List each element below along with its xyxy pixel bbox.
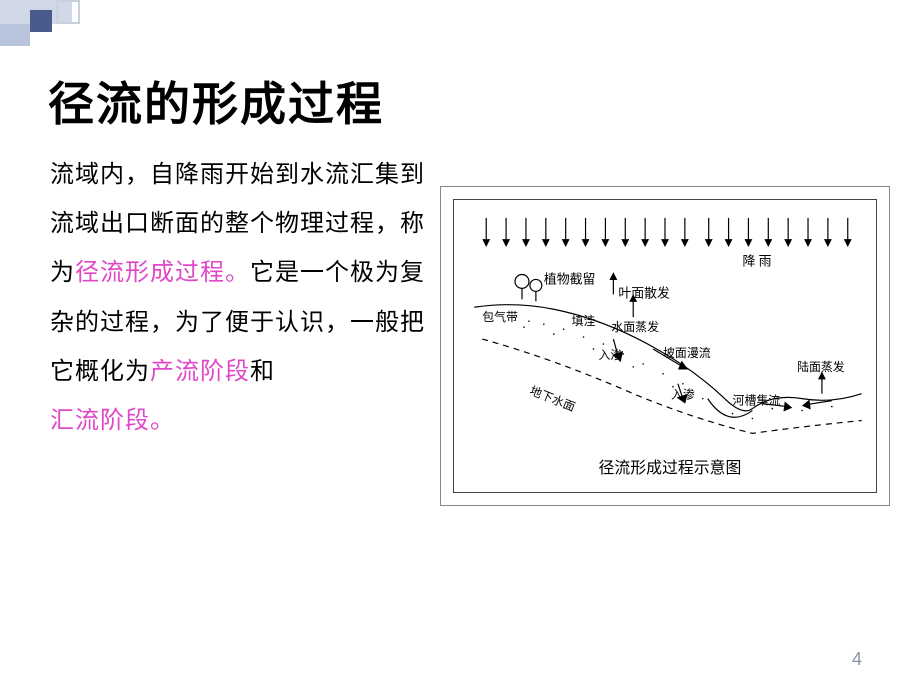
highlight-3: 汇流阶段。 <box>50 407 175 434</box>
deco-box-3 <box>56 0 80 24</box>
rainfall-label: 降 雨 <box>742 254 771 269</box>
infiltrate1-label: 入渗 <box>598 348 622 362</box>
body-paragraph: 流域内，自降雨开始到水流汇集到流域出口断面的整个物理过程，称为径流形成过程。它是… <box>50 150 430 445</box>
body-text-3: 和 <box>250 358 275 385</box>
slope-flow-label: 坡面漫流 <box>663 346 711 360</box>
diagram-labels: 降 雨 植物截留 叶面散发 包气带 填洼 水面蒸发 入渗 坡面漫流 入渗 陆面蒸… <box>482 254 845 478</box>
leaf-evap-label: 叶面散发 <box>618 285 670 300</box>
plant-intercept-label: 植物截留 <box>544 271 596 286</box>
diagram-inner: 降 雨 植物截留 叶面散发 包气带 填洼 水面蒸发 入渗 坡面漫流 入渗 陆面蒸… <box>453 199 877 493</box>
deco-box-4 <box>0 24 30 46</box>
rain-arrows <box>483 218 850 246</box>
page-number: 4 <box>852 649 862 670</box>
diagram-caption: 径流形成过程示意图 <box>598 458 741 477</box>
channel-flow-label: 河槽集流 <box>733 394 781 408</box>
diagram-container: 降 雨 植物截留 叶面散发 包气带 填洼 水面蒸发 入渗 坡面漫流 入渗 陆面蒸… <box>440 186 890 506</box>
deco-box-2 <box>30 10 52 32</box>
groundwater-label: 地下水面 <box>528 383 577 414</box>
slide-title: 径流的形成过程 <box>48 68 384 134</box>
infiltrate2-label: 入渗 <box>671 388 695 402</box>
highlight-1: 径流形成过程。 <box>75 259 250 286</box>
tianwa-label: 填洼 <box>572 314 596 328</box>
runoff-diagram: 降 雨 植物截留 叶面散发 包气带 填洼 水面蒸发 入渗 坡面漫流 入渗 陆面蒸… <box>454 200 876 492</box>
plant-shapes <box>515 274 542 301</box>
corner-decoration <box>0 0 120 50</box>
baoqidai-label: 包气带 <box>482 310 518 324</box>
water-evap-label: 水面蒸发 <box>611 320 659 334</box>
highlight-2: 产流阶段 <box>150 358 250 385</box>
ground-evap-label: 陆面蒸发 <box>797 360 845 374</box>
